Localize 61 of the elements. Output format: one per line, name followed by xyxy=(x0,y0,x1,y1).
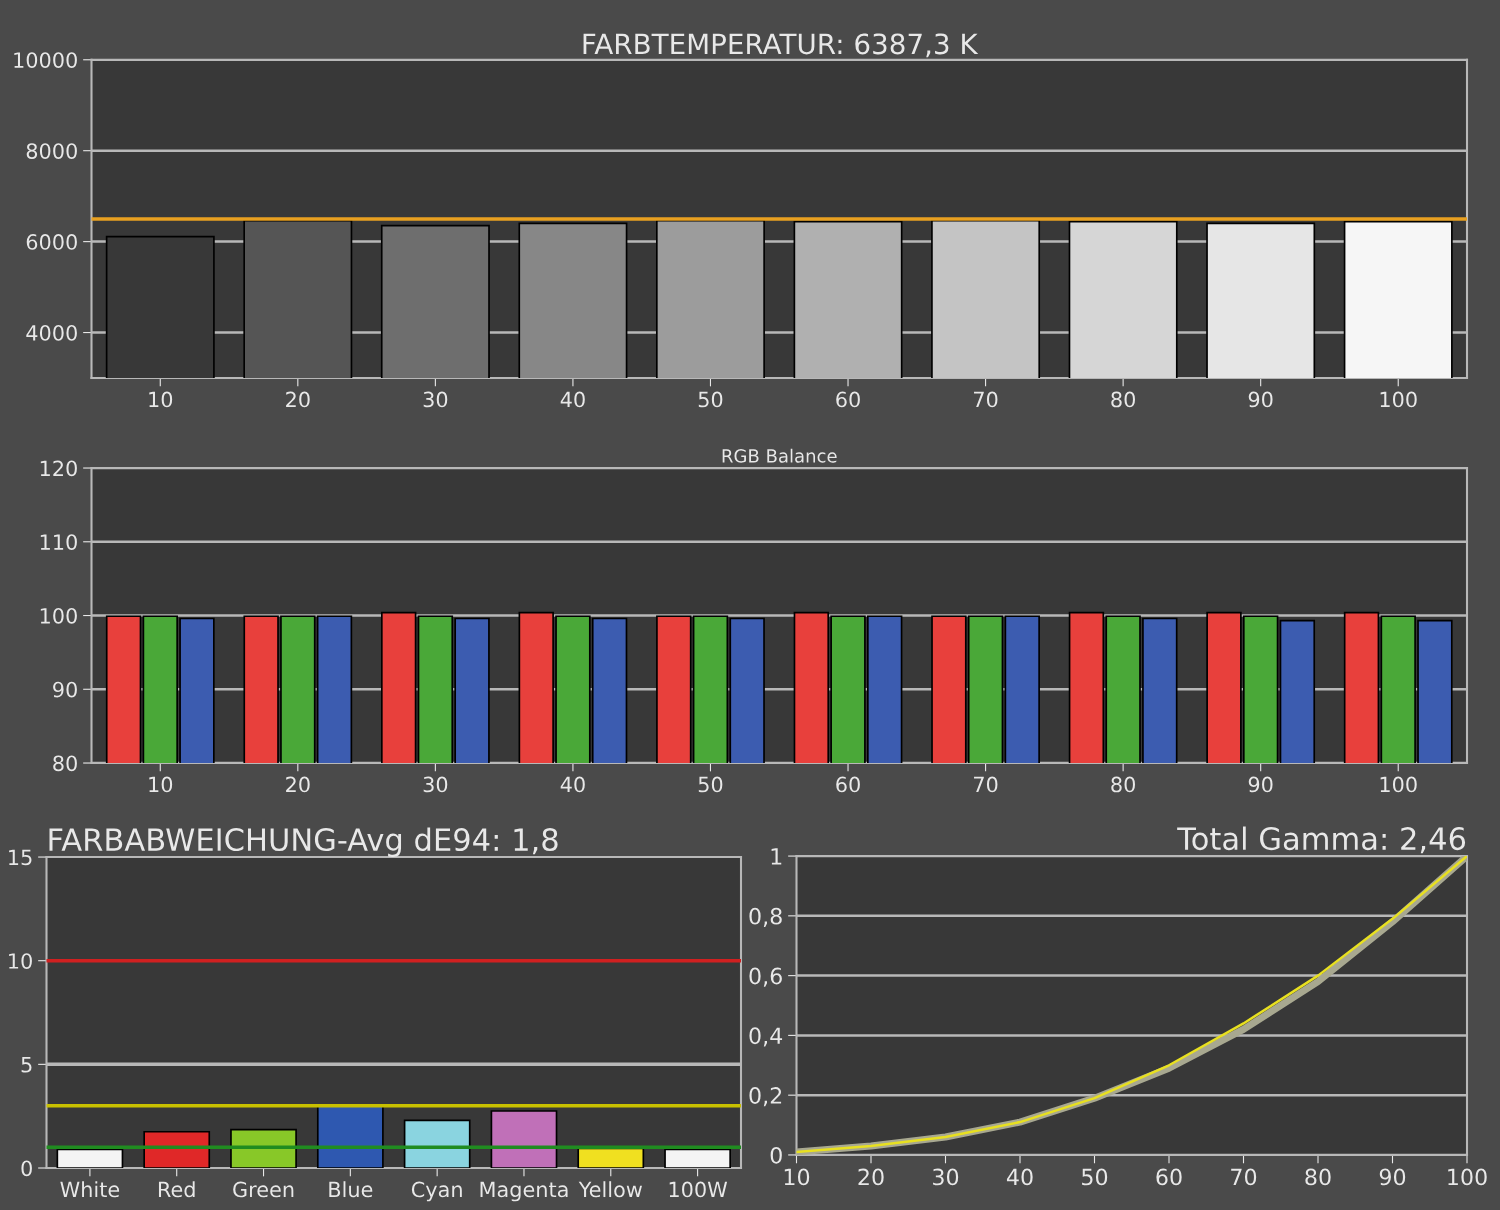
x-tick-label: 40 xyxy=(560,391,585,408)
y-tick-label: 120 xyxy=(40,460,77,477)
x-tick-label: 50 xyxy=(1082,1168,1108,1186)
x-tick-label: 40 xyxy=(560,776,585,793)
x-tick-label: 90 xyxy=(1379,1168,1406,1186)
x-tick-label: 100 xyxy=(1448,1168,1487,1186)
y-tick-label: 15 xyxy=(9,849,32,866)
y-tick-label: 100 xyxy=(40,607,77,624)
chart-title: RGB Balance xyxy=(722,448,837,463)
x-tick-label: 20 xyxy=(858,1168,884,1186)
x-tick-label: Red xyxy=(158,1181,195,1198)
x-tick-label: 70 xyxy=(1231,1168,1257,1186)
y-tick-label: 0,6 xyxy=(749,967,782,987)
x-tick-label: 30 xyxy=(423,776,448,793)
x-tick-label: Blue xyxy=(329,1181,373,1198)
x-tick-label: 50 xyxy=(698,776,723,793)
x-tick-label: 80 xyxy=(1305,1168,1331,1186)
x-tick-label: Yellow xyxy=(578,1181,642,1198)
y-tick-label: 8000 xyxy=(26,143,77,159)
x-tick-label: 60 xyxy=(1156,1168,1182,1186)
x-tick-label: 70 xyxy=(974,776,998,793)
x-tick-label: 90 xyxy=(1248,776,1273,793)
x-tick-label: 50 xyxy=(698,391,723,408)
x-tick-label: 80 xyxy=(1111,391,1135,408)
x-tick-label: 10 xyxy=(149,776,173,793)
x-tick-label: 40 xyxy=(1006,1168,1033,1186)
y-tick-label: 1 xyxy=(771,848,782,865)
y-tick-label: 6000 xyxy=(26,234,77,250)
x-tick-label: 60 xyxy=(836,391,860,408)
x-tick-label: 70 xyxy=(974,391,998,408)
x-tick-label: 100 xyxy=(1380,776,1417,793)
y-tick-label: 10 xyxy=(9,953,32,969)
x-tick-label: 30 xyxy=(933,1168,959,1186)
x-tick-label: Magenta xyxy=(480,1181,568,1202)
x-tick-label: 20 xyxy=(286,391,310,408)
x-tick-label: Cyan xyxy=(411,1181,462,1202)
chart-title: FARBABWEICHUNG-Avg dE94: 1,8 xyxy=(49,827,558,858)
y-tick-label: 90 xyxy=(53,681,77,698)
y-tick-label: 0 xyxy=(770,1146,782,1164)
x-tick-label: White xyxy=(60,1181,120,1198)
y-tick-label: 80 xyxy=(53,755,77,772)
x-tick-label: 90 xyxy=(1248,391,1273,408)
x-tick-label: 100 xyxy=(1380,391,1417,408)
y-tick-label: 0,2 xyxy=(749,1087,782,1107)
y-tick-label: 10000 xyxy=(14,52,77,68)
y-tick-label: 0,4 xyxy=(749,1027,783,1047)
x-tick-label: 100W xyxy=(669,1181,728,1198)
chart-title: Total Gamma: 2,46 xyxy=(1177,826,1466,854)
y-tick-label: 0 xyxy=(21,1160,32,1177)
y-tick-label: 4000 xyxy=(26,325,77,341)
x-tick-label: 60 xyxy=(836,776,860,793)
y-tick-label: 5 xyxy=(21,1057,32,1073)
x-tick-label: 10 xyxy=(784,1168,810,1186)
x-tick-label: 80 xyxy=(1111,776,1135,793)
x-tick-label: 20 xyxy=(286,776,310,793)
y-tick-label: 110 xyxy=(40,534,77,550)
chart-title: FARBTEMPERATUR: 6387,3 K xyxy=(583,33,979,58)
x-tick-label: Green xyxy=(233,1181,294,1198)
y-tick-label: 0,8 xyxy=(749,907,782,927)
x-tick-label: 30 xyxy=(423,391,448,408)
x-tick-label: 10 xyxy=(149,391,173,408)
